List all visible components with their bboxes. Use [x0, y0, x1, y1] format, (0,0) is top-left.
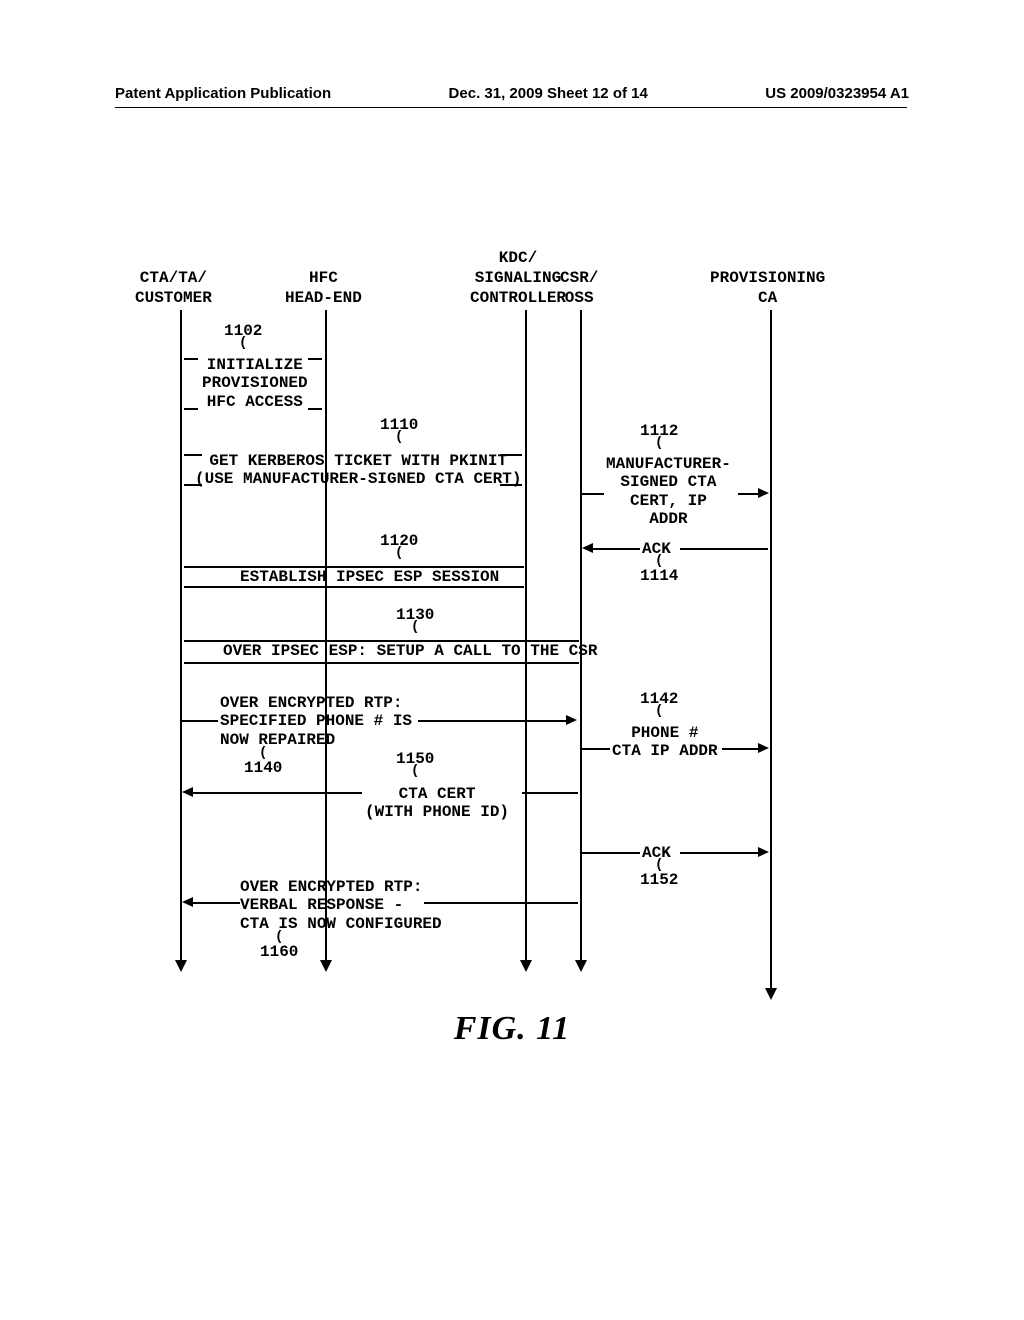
arrow-line	[592, 548, 640, 550]
ref-1150: 1150(	[396, 750, 434, 777]
lifeline-csr	[580, 310, 582, 962]
ref-1102: 1102(	[224, 322, 262, 349]
arrow-line	[722, 748, 758, 750]
bubble-line	[184, 662, 579, 664]
col-customer: CTA/TA/ CUSTOMER	[135, 268, 212, 308]
arrow-line	[424, 902, 578, 904]
arrow-line	[680, 548, 768, 550]
bubble-line	[500, 454, 522, 456]
msg-1160: OVER ENCRYPTED RTP: VERBAL RESPONSE - CT…	[240, 878, 442, 933]
lifeline-hfc	[325, 310, 327, 962]
bubble-line	[184, 586, 524, 588]
arrow-line	[522, 792, 578, 794]
ref-1142: 1142(	[640, 690, 678, 717]
ref-1140: (1140	[244, 750, 282, 777]
lifeline-kdc	[525, 310, 527, 962]
arrow-right-icon	[758, 743, 769, 753]
col-kdc: KDC/ SIGNALING CONTROLLER	[470, 248, 566, 308]
msg-1140: OVER ENCRYPTED RTP: SPECIFIED PHONE # IS…	[220, 694, 412, 749]
arrow-down-icon	[765, 988, 777, 1000]
header-center: Dec. 31, 2009 Sheet 12 of 14	[449, 85, 648, 102]
col-ca: PROVISIONING CA	[710, 268, 825, 308]
bubble-line	[308, 408, 322, 410]
arrow-line	[738, 493, 760, 495]
lifeline-ca	[770, 310, 772, 990]
page-header: Patent Application Publication Dec. 31, …	[0, 85, 1024, 102]
bubble-line	[500, 484, 522, 486]
arrow-down-icon	[520, 960, 532, 972]
arrow-line	[192, 792, 362, 794]
arrow-left-icon	[182, 897, 193, 907]
arrow-right-icon	[566, 715, 577, 725]
sequence-diagram: CTA/TA/ CUSTOMER HFC HEAD-END KDC/ SIGNA…	[0, 230, 1024, 1030]
ref-1112: 1112(	[640, 422, 678, 449]
msg-1110: GET KERBEROS TICKET WITH PKINIT (USE MAN…	[195, 452, 521, 489]
lifeline-customer	[180, 310, 182, 962]
msg-1120: ESTABLISH IPSEC ESP SESSION	[240, 568, 499, 586]
bubble-line	[308, 358, 322, 360]
ref-1152: (1152	[640, 862, 678, 889]
ref-1160: (1160	[260, 934, 298, 961]
arrow-down-icon	[575, 960, 587, 972]
msg-1142: PHONE # CTA IP ADDR	[612, 724, 718, 761]
col-hfc: HFC HEAD-END	[285, 268, 362, 308]
arrow-down-icon	[175, 960, 187, 972]
bubble-line	[184, 484, 202, 486]
arrow-line	[582, 852, 640, 854]
header-right: US 2009/0323954 A1	[765, 85, 909, 102]
arrow-line	[418, 720, 568, 722]
msg-1130: OVER IPSEC ESP: SETUP A CALL TO THE CSR	[223, 642, 597, 660]
bubble-line	[184, 454, 202, 456]
arrow-line	[582, 493, 604, 495]
bubble-line	[184, 408, 198, 410]
arrow-line	[182, 720, 218, 722]
arrow-down-icon	[320, 960, 332, 972]
ref-1110: 1110(	[380, 416, 418, 443]
ref-1114: (1114	[640, 558, 678, 585]
header-left: Patent Application Publication	[115, 85, 331, 102]
arrow-left-icon	[182, 787, 193, 797]
figure-caption: FIG. 11	[0, 1010, 1024, 1048]
arrow-line	[192, 902, 240, 904]
arrow-right-icon	[758, 847, 769, 857]
arrow-left-icon	[582, 543, 593, 553]
bubble-line	[184, 358, 198, 360]
arrow-line	[680, 852, 758, 854]
ref-1120: 1120(	[380, 532, 418, 559]
arrow-line	[582, 748, 610, 750]
ref-1130: 1130(	[396, 606, 434, 633]
msg-1112: MANUFACTURER- SIGNED CTA CERT, IP ADDR	[606, 455, 731, 529]
arrow-right-icon	[758, 488, 769, 498]
msg-1150: CTA CERT (WITH PHONE ID)	[365, 785, 509, 822]
header-rule	[115, 107, 907, 108]
col-csr: CSR/ OSS	[560, 268, 598, 308]
msg-1102: INITIALIZE PROVISIONED HFC ACCESS	[202, 356, 308, 411]
